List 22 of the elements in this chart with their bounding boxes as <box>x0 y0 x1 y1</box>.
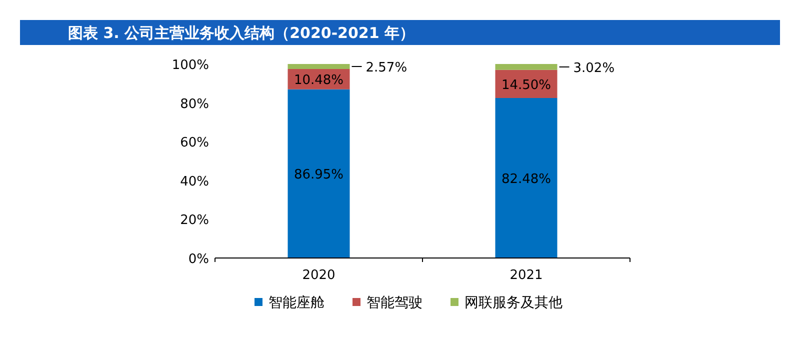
data-label: 14.50% <box>501 78 552 93</box>
legend-label: 网联服务及其他 <box>464 295 562 311</box>
y-tick-label: 0% <box>188 252 209 267</box>
y-tick-label: 80% <box>180 96 209 112</box>
y-tick-label: 60% <box>180 136 209 151</box>
x-tick-label: 2021 <box>510 268 543 283</box>
y-tick-label: 40% <box>180 174 209 190</box>
data-label: 10.48% <box>294 73 344 88</box>
bar <box>495 64 558 70</box>
x-tick-label: 2020 <box>302 268 336 283</box>
y-tick-label: 20% <box>180 213 209 228</box>
y-tick-label: 100% <box>172 58 209 73</box>
legend-label: 智能座舱 <box>268 295 324 311</box>
data-label: 82.48% <box>501 172 552 187</box>
data-label: 3.02% <box>573 60 615 76</box>
bar <box>495 98 558 258</box>
legend-label: 智能驾驶 <box>366 295 422 311</box>
bar <box>288 64 350 69</box>
data-label: 86.95% <box>294 168 344 183</box>
chart-title: 图表 3. 公司主营业务收入结构（2020-2021 年） <box>68 24 415 42</box>
data-label: 2.57% <box>366 60 408 76</box>
bar <box>288 89 350 258</box>
